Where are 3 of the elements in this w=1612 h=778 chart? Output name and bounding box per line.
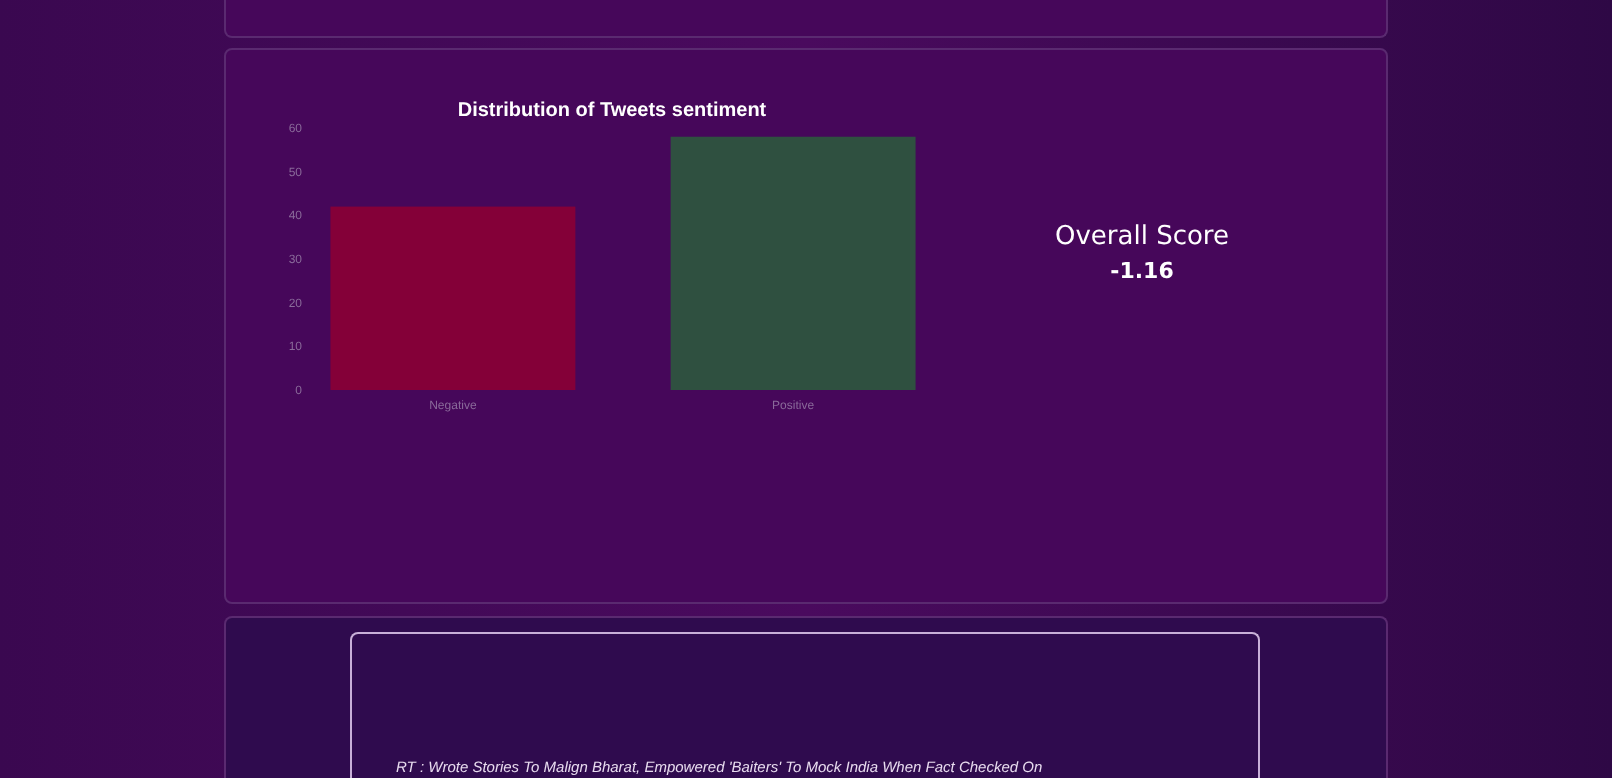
text: Overall Score [1054,222,1230,252]
chart-title: Distribution of Tweets sentiment [457,100,768,122]
text: -1.16 [1110,258,1175,284]
